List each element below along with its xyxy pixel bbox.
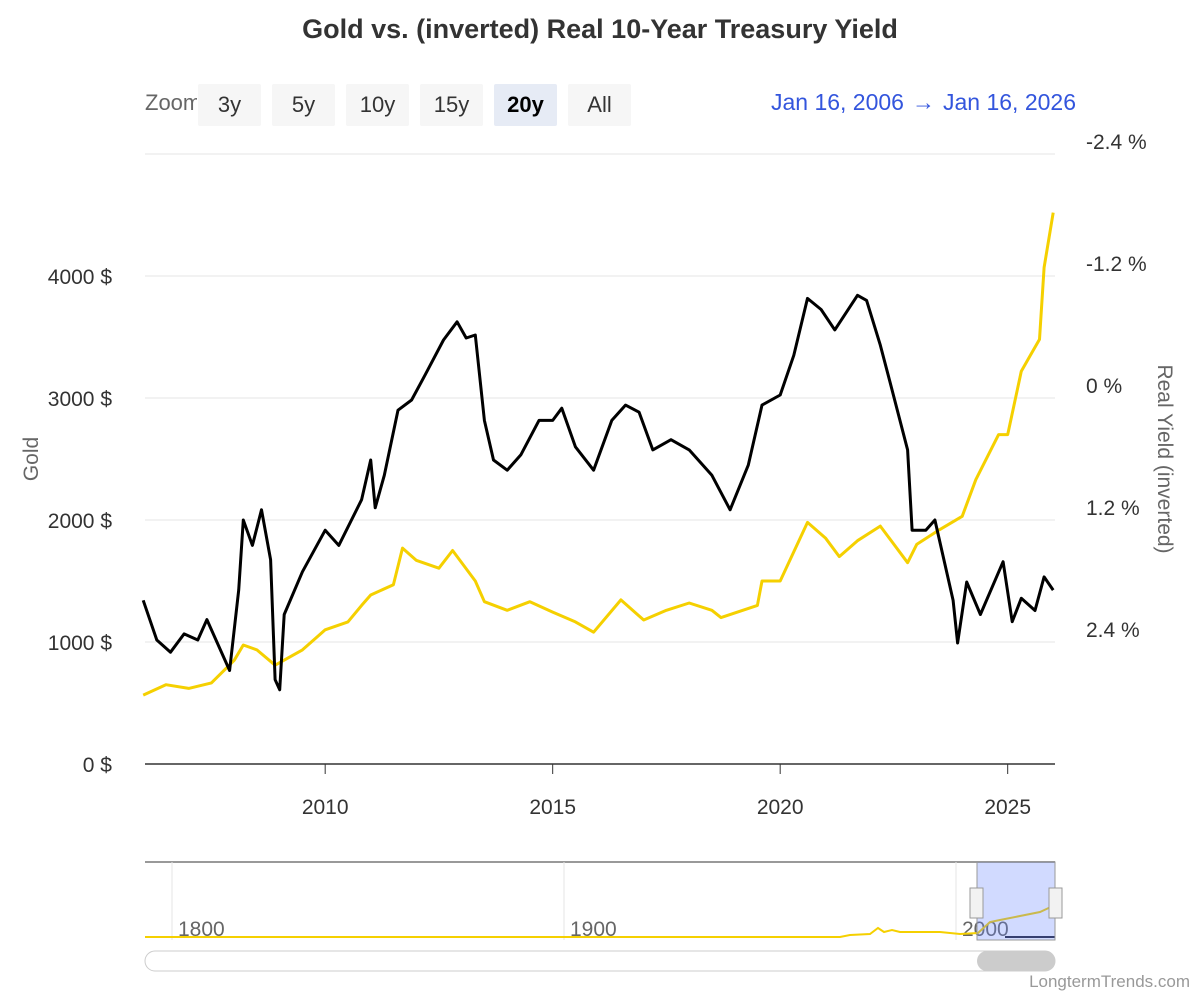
y-left-tick-label: 0 $ [83,754,113,777]
range-from-input[interactable]: Jan 16, 2006 [770,89,904,115]
real-yield-series-line [141,293,1055,692]
range-to-input[interactable]: Jan 16, 2026 [942,89,1076,115]
x-tick-label: 2020 [757,796,804,819]
x-tick-label: 2010 [302,796,349,819]
y-left-tick-label: 2000 $ [48,510,113,533]
zoom-20y-button[interactable]: 20y [494,84,557,126]
y-left-tick-label: 4000 $ [48,266,113,289]
zoom-5y-button[interactable]: 5y [272,84,335,126]
y-left-tick-label: 3000 $ [48,388,113,411]
x-tick-label: 2015 [529,796,576,819]
range-selector: Jan 16, 2006 → Jan 16, 2026 [771,89,1076,116]
nav-gold-line [145,904,1056,938]
chart-title: Gold vs. (inverted) Real 10-Year Treasur… [302,14,898,44]
nav-tick-1900: 1900 [570,918,617,941]
y-right-tick-label: 1.2 % [1086,497,1140,520]
zoom-label: Zoom [145,90,197,115]
navigator-selection[interactable] [976,861,1056,941]
navigator-left-handle[interactable] [969,887,984,919]
y-axis-right-label: Real Yield (inverted) [1153,364,1176,553]
range-arrow: → [911,89,935,115]
y-right-tick-label: -2.4 % [1086,131,1147,154]
scrollbar-thumb[interactable] [977,951,1055,971]
navigator-right-handle[interactable] [1048,887,1063,919]
navigator-background [145,862,1055,940]
zoom-3y-button[interactable]: 3y [198,84,261,126]
zoom-15y-button[interactable]: 15y [420,84,483,126]
nav-tick-1800: 1800 [178,918,225,941]
scrollbar-track[interactable] [144,950,1056,972]
credit-link[interactable]: LongtermTrends.com [1029,972,1190,991]
y-right-tick-label: 2.4 % [1086,619,1140,642]
y-left-tick-label: 1000 $ [48,632,113,655]
y-right-tick-label: -1.2 % [1086,253,1147,276]
x-tick-label: 2025 [984,796,1031,819]
gold-series-line [142,212,1055,697]
y-right-tick-label: 0 % [1086,375,1122,398]
nav-tick-2000: 2000 [962,918,1009,941]
zoom-10y-button[interactable]: 10y [346,84,409,126]
zoom-all-button[interactable]: All [568,84,631,126]
navigator[interactable]: 1800 1900 2000 [144,861,1063,972]
y-axis-left-label: Gold [20,437,43,481]
